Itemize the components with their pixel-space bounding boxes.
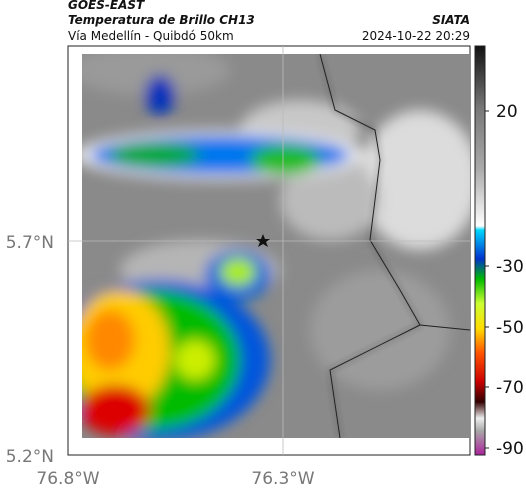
- datetime: 2024-10-22 20:29: [362, 29, 470, 43]
- colorbar-ticks: [485, 110, 489, 449]
- colorbar-label: 20: [496, 102, 518, 122]
- lon-label: 76.8°W: [36, 469, 99, 489]
- title: GOES-EAST: [68, 0, 145, 12]
- colorbar-label: -90: [496, 439, 524, 459]
- city-marker: [256, 234, 270, 247]
- colorbar-label: -50: [496, 318, 524, 338]
- lat-label: 5.2°N: [6, 447, 54, 467]
- colorbar-label: -70: [496, 378, 524, 398]
- lat-label: 5.7°N: [6, 233, 54, 253]
- region: Vía Medellín - Quibdó 50km: [68, 29, 234, 43]
- lon-label: 76.3°W: [251, 469, 314, 489]
- satellite-image: [82, 54, 470, 438]
- colorbar: [474, 45, 486, 456]
- subtitle: Temperatura de Brillo CH13: [68, 13, 255, 27]
- source: SIATA: [432, 13, 470, 27]
- colorbar-label: -30: [496, 257, 524, 277]
